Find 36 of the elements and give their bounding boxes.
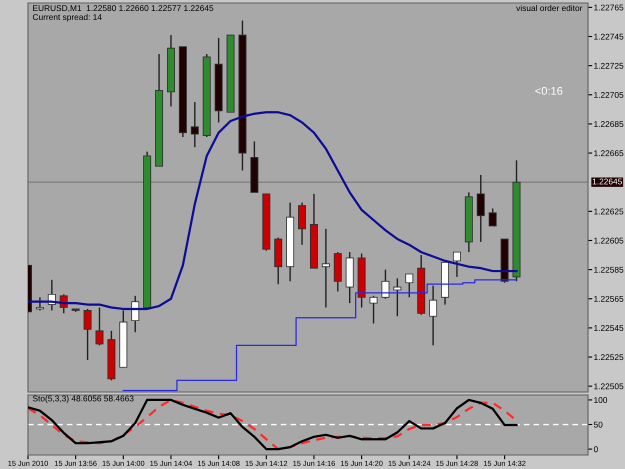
text: Current spread: 14 [32,14,102,22]
y-tick-label: 1.22765 [594,4,624,10]
candlestick [381,268,390,300]
y-tick-label: 1.22705 [594,92,624,98]
candlestick [36,296,44,312]
y-tick-label: 1.22585 [594,266,624,273]
y-tick-label: 0 [594,446,598,452]
candlestick [452,251,461,278]
annotation: <0:16 [535,86,562,95]
y-tick-label: 1.22625 [594,208,624,214]
y-tick-label: 1.22685 [594,121,624,128]
candlestick [476,174,485,243]
candlestick [393,278,402,317]
ref-line-label: 1.22645 [592,178,622,184]
y-tick-label: 50 [594,422,602,428]
candlestick [190,101,199,148]
y-tick-label: 1.22545 [594,325,624,331]
y-tick-label: 1.22565 [594,296,624,302]
candlestick [322,228,330,308]
chart-title: Sto(5,3,3) 48.6056 58.4663 [32,395,134,404]
candlestick [95,306,104,346]
candlestick [405,273,414,298]
candlestick [429,284,438,346]
y-tick-label: 100 [594,397,608,404]
candlestick [298,202,306,246]
y-tick-label: 1.22745 [594,34,624,40]
candlestick [84,308,92,361]
candlestick [488,208,497,227]
y-tick-label: 1.22605 [594,238,624,244]
y-tick-label: 1.22725 [594,62,624,69]
chart-title: EURUSD,M1 1.22580 1.22660 1.22577 1.22645 [33,5,214,12]
annotation: visual order editor [516,4,582,12]
y-tick-label: 1.22525 [594,354,624,360]
candlestick [370,295,378,324]
y-tick-label: 1.22665 [594,150,624,156]
y-tick-label: 1.22505 [594,383,624,390]
